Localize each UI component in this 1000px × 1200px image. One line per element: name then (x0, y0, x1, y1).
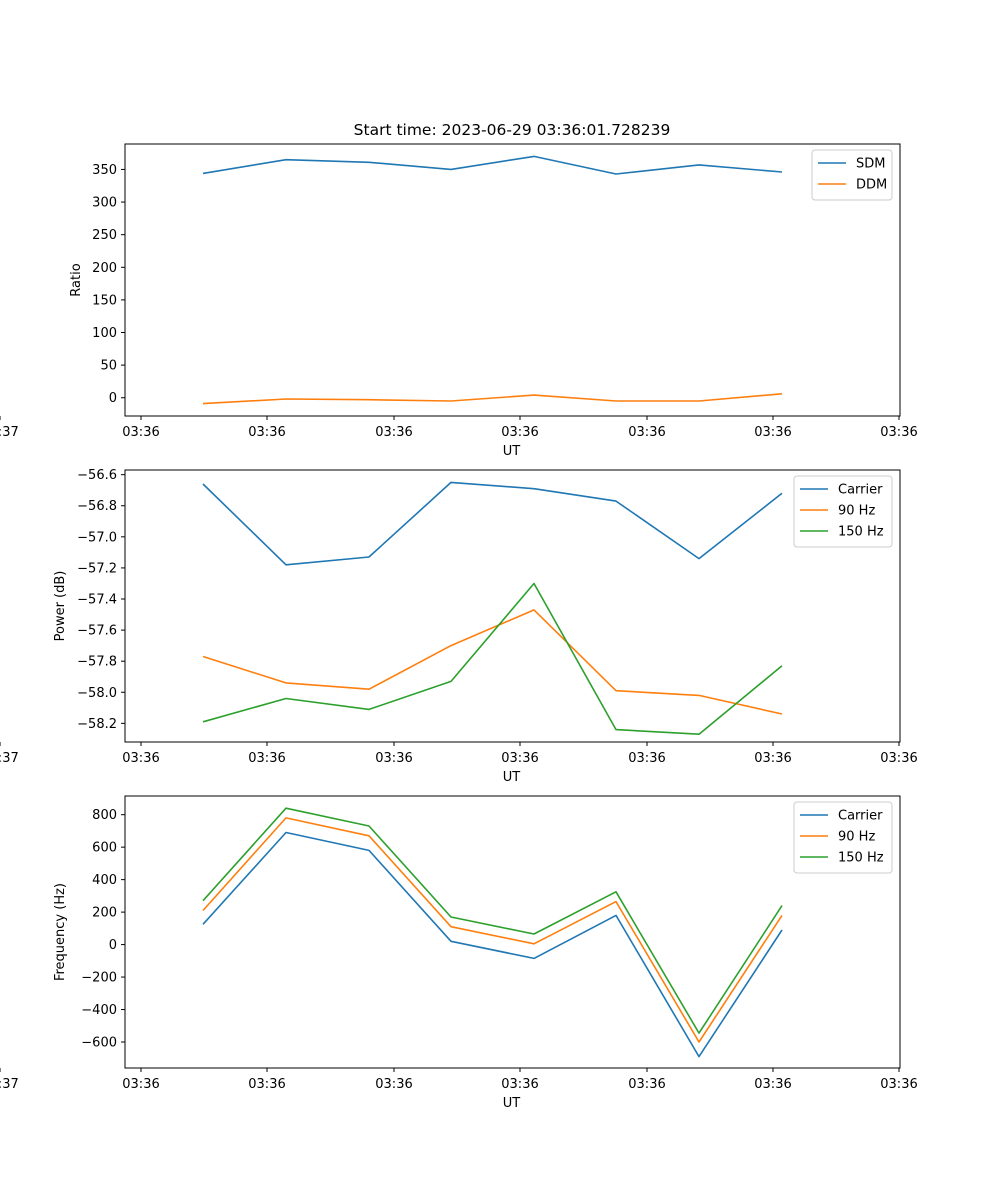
x-tick-label: 03:36 (628, 1077, 665, 1092)
y-tick-label: 200 (92, 906, 117, 921)
x-tick-label: 03:36 (122, 1077, 159, 1092)
series-line-150-hz (202, 807, 783, 1034)
y-tick-label: −57.8 (77, 655, 117, 670)
x-tick-label: 03:36 (501, 1077, 538, 1092)
x-tick-label: 03:36 (122, 425, 159, 440)
x-tick-label: 03:36 (122, 751, 159, 766)
x-tick-label: 03:37 (0, 1077, 19, 1092)
legend-label: 90 Hz (838, 504, 875, 519)
x-axis-label: UT (503, 1096, 521, 1111)
y-axis-label: Power (dB) (53, 571, 68, 642)
y-tick-label: 100 (92, 326, 117, 341)
y-tick-label: −58.0 (77, 686, 117, 701)
x-tick-label: 03:36 (754, 751, 791, 766)
legend-label: SDM (856, 157, 885, 172)
y-tick-label: −57.2 (77, 561, 117, 576)
x-tick-label: 03:36 (375, 425, 412, 440)
chart-title: Start time: 2023-06-29 03:36:01.728239 (354, 121, 671, 139)
y-tick-label: −600 (81, 1036, 117, 1051)
x-tick-label: 03:36 (248, 1077, 285, 1092)
series-line-90-hz (202, 817, 783, 1043)
legend-label: Carrier (838, 483, 883, 498)
x-tick-label: 03:36 (628, 425, 665, 440)
x-tick-label: 03:37 (0, 425, 19, 440)
series-line-carrier (202, 481, 783, 566)
y-tick-label: 50 (100, 359, 117, 374)
y-tick-label: −57.0 (77, 530, 117, 545)
y-tick-label: 0 (109, 938, 117, 953)
frequency-panel: 03:36 03:36 03:36 03:36 03:36 03:36 03:36 03:37… (0, 795, 918, 1111)
legend-label: 90 Hz (838, 830, 875, 845)
y-tick-label: 600 (92, 841, 117, 856)
series-line-ddm (202, 393, 783, 405)
x-tick-label: 03:36 (880, 751, 917, 766)
y-tick-label: 400 (92, 873, 117, 888)
x-tick-label: 03:36 (880, 425, 917, 440)
series-line-carrier (202, 831, 783, 1058)
x-tick-label: 03:36 (628, 751, 665, 766)
y-tick-label: 150 (92, 293, 117, 308)
y-tick-label: −56.6 (77, 468, 117, 483)
series-line-90-hz (202, 609, 783, 715)
y-tick-label: −57.4 (77, 593, 117, 608)
y-tick-label: −56.8 (77, 499, 117, 514)
axes-frame (124, 795, 901, 1069)
y-tick-label: −200 (81, 971, 117, 986)
legend-label: 150 Hz (838, 851, 884, 866)
legend-label: Carrier (838, 809, 883, 824)
power-panel: 03:36 03:36 03:36 03:36 03:36 03:36 03:36 03:37… (0, 468, 918, 785)
legend-label: DDM (856, 178, 887, 193)
x-tick-label: 03:36 (248, 425, 285, 440)
x-tick-label: 03:36 (880, 1077, 917, 1092)
legend-label: 150 Hz (838, 525, 884, 540)
y-tick-label: 350 (92, 163, 117, 178)
ratio-panel: 03:36 03:36 03:36 03:36 03:36 03:36 03:36 03:37… (0, 143, 918, 459)
x-tick-label: 03:36 (248, 751, 285, 766)
legend-box (793, 801, 893, 874)
axes-frame (124, 469, 901, 743)
y-tick-label: 250 (92, 228, 117, 243)
y-tick-label: 800 (92, 808, 117, 823)
axes-frame (124, 143, 901, 417)
y-tick-label: −58.2 (77, 717, 117, 732)
y-tick-label: 200 (92, 261, 117, 276)
y-tick-label: −57.6 (77, 624, 117, 639)
x-tick-label: 03:36 (501, 425, 538, 440)
x-tick-label: 03:36 (375, 1077, 412, 1092)
y-tick-label: 300 (92, 196, 117, 211)
x-tick-label: 03:36 (375, 751, 412, 766)
x-axis-label: UT (503, 444, 521, 459)
x-tick-label: 03:36 (754, 1077, 791, 1092)
x-tick-label: 03:36 (754, 425, 791, 440)
y-axis-label: Frequency (Hz) (53, 883, 68, 981)
y-axis-label: Ratio (69, 263, 84, 296)
series-line-sdm (202, 155, 783, 175)
y-tick-label: −400 (81, 1003, 117, 1018)
x-axis-label: UT (503, 770, 521, 785)
series-line-150-hz (202, 582, 783, 736)
legend-box (793, 475, 893, 548)
x-tick-label: 03:37 (0, 751, 19, 766)
x-tick-label: 03:36 (501, 751, 538, 766)
y-tick-label: 0 (109, 391, 117, 406)
